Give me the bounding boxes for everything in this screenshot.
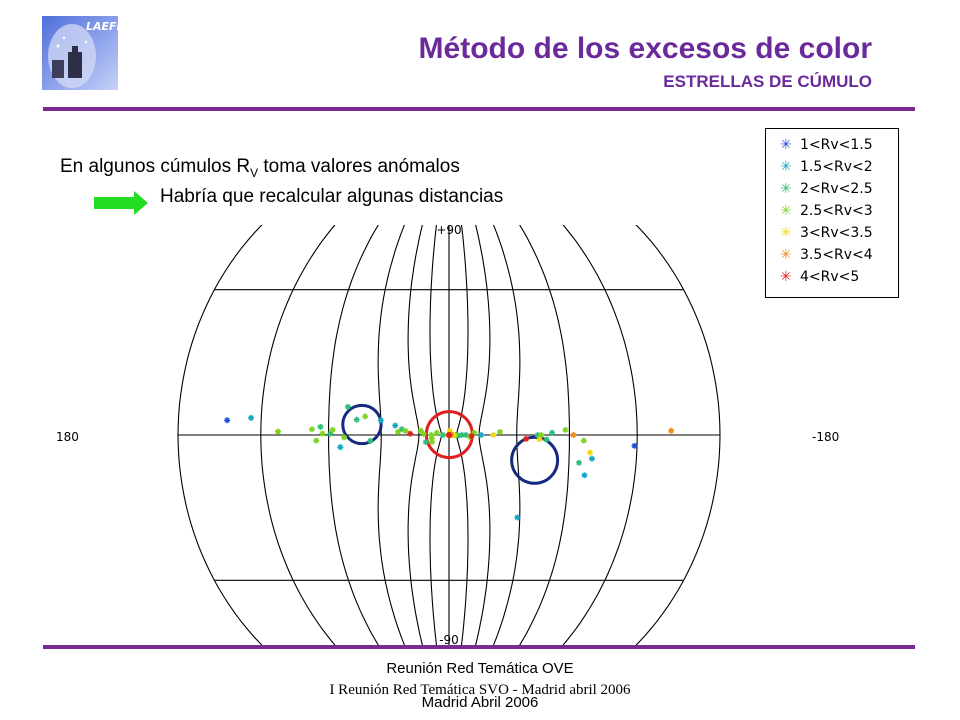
legend-label: 1.5<Rv<2 xyxy=(800,159,873,175)
legend-item: ✳ 1.5<Rv<2 xyxy=(780,159,873,175)
highlight-circle xyxy=(512,437,558,483)
highlight-circles xyxy=(343,405,558,483)
legend-item: ✳ 4<Rv<5 xyxy=(780,269,859,285)
data-point xyxy=(576,460,582,466)
legend-item: ✳ 3.5<Rv<4 xyxy=(780,247,873,263)
data-point xyxy=(309,426,315,432)
data-point xyxy=(523,436,529,442)
data-point xyxy=(392,423,398,429)
body-line-1: En algunos cúmulos RV toma valores anóma… xyxy=(60,156,460,180)
legend-symbol-icon: ✳ xyxy=(780,247,800,263)
data-point xyxy=(313,438,319,444)
legend-label: 2<Rv<2.5 xyxy=(800,181,873,197)
data-point xyxy=(330,427,336,433)
slide-title: Método de los excesos de color xyxy=(419,32,872,66)
axis-label-right: -180 xyxy=(812,430,839,444)
data-point xyxy=(395,429,401,435)
data-point xyxy=(514,514,520,520)
data-point xyxy=(440,432,446,438)
body-line-2: Habría que recalcular algunas distancias xyxy=(160,186,503,208)
data-point xyxy=(317,424,323,430)
data-point xyxy=(248,415,254,421)
data-point xyxy=(549,430,555,436)
axis-label-bottom: -90 xyxy=(439,633,459,645)
bottom-divider xyxy=(43,645,915,649)
data-point xyxy=(491,432,497,438)
top-divider xyxy=(43,107,915,111)
laeff-logo: LAEFF xyxy=(42,16,118,90)
data-point xyxy=(478,432,484,438)
legend-symbol-icon: ✳ xyxy=(780,225,800,241)
body-line-1-subscript: V xyxy=(250,166,258,180)
legend-item: ✳ 3<Rv<3.5 xyxy=(780,225,873,241)
legend-label: 2.5<Rv<3 xyxy=(800,203,873,219)
slide-subtitle: ESTRELLAS DE CÚMULO xyxy=(663,72,872,92)
data-point xyxy=(589,456,595,462)
axis-label-top: +90 xyxy=(436,225,461,237)
data-point xyxy=(668,428,674,434)
data-point xyxy=(337,444,343,450)
data-point xyxy=(562,427,568,433)
data-point xyxy=(581,472,587,478)
data-point xyxy=(570,432,576,438)
data-point xyxy=(587,450,593,456)
legend-item: ✳ 2.5<Rv<3 xyxy=(780,203,873,219)
data-point xyxy=(497,429,503,435)
legend-label: 4<Rv<5 xyxy=(800,269,859,285)
chart-legend: ✳ 1<Rv<1.5 ✳ 1.5<Rv<2 ✳ 2<Rv<2.5 ✳ 2.5<Rv<3 ✳ 3<R… xyxy=(765,128,899,298)
data-point xyxy=(275,429,281,435)
data-point xyxy=(544,437,550,443)
data-point xyxy=(319,431,325,437)
axis-label-left: 180 xyxy=(56,430,79,444)
right-arrow-icon xyxy=(94,191,148,215)
data-point xyxy=(224,417,230,423)
data-point xyxy=(345,404,351,410)
legend-label: 1<Rv<1.5 xyxy=(800,137,873,153)
data-point xyxy=(581,438,587,444)
footer-line-1: Reunión Red Temática OVE xyxy=(0,660,960,677)
body-line-1-prefix: En algunos cúmulos R xyxy=(60,156,250,177)
legend-symbol-icon: ✳ xyxy=(780,159,800,175)
legend-symbol-icon: ✳ xyxy=(780,137,800,153)
data-point xyxy=(354,417,360,423)
legend-label: 3.5<Rv<4 xyxy=(800,247,873,263)
legend-symbol-icon: ✳ xyxy=(780,203,800,219)
data-point xyxy=(459,432,465,438)
highlight-circle xyxy=(343,405,381,443)
legend-item: ✳ 2<Rv<2.5 xyxy=(780,181,873,197)
legend-symbol-icon: ✳ xyxy=(780,181,800,197)
data-point xyxy=(407,431,413,437)
data-point xyxy=(362,413,368,419)
legend-label: 3<Rv<3.5 xyxy=(800,225,873,241)
legend-symbol-icon: ✳ xyxy=(780,269,800,285)
footer-line-2: Madrid Abril 2006 xyxy=(0,694,960,711)
body-line-1-suffix: toma valores anómalos xyxy=(258,156,460,177)
logo-text: LAEFF xyxy=(86,20,118,33)
legend-item: ✳ 1<Rv<1.5 xyxy=(780,137,873,153)
